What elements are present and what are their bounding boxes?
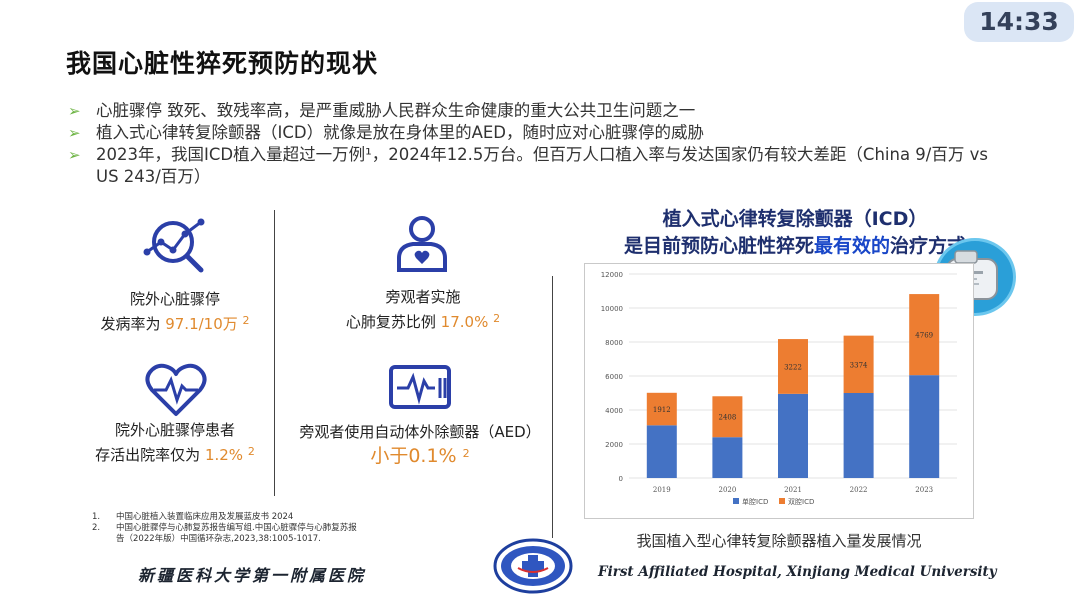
bar-dual-chamber (646, 392, 677, 426)
x-tick-label: 2019 (653, 486, 671, 494)
icd-bar-chart: 0 2000 4000 6000 8000 10000 12000 1912 2019 2408 2… (601, 271, 957, 506)
heart-pulse-icon (144, 362, 208, 422)
stat-bystander-cpr: 旁观者实施 心肺复苏比例 17.0% 2 (345, 288, 501, 331)
reference-item: 1. 中国心脏植入装置临床应用及发展蓝皮书 2024 (92, 512, 294, 522)
x-tick-label: 2023 (915, 486, 933, 494)
arrow-bullet-icon: ➢ (68, 146, 81, 164)
legend-label: 双腔ICD (788, 497, 814, 506)
clock-badge: 14:33 (964, 2, 1074, 42)
bullet-item: ➢ 植入式心律转复除颤器（ICD）就像是放在身体里的AED，随时应对心脏骤停的威… (68, 123, 705, 142)
bar-single-chamber (646, 425, 677, 478)
chart-caption: 我国植入型心律转复除颤器植入量发展情况 (636, 532, 922, 550)
hospital-name-cn: 新疆医科大学第一附属医院 (138, 566, 367, 585)
x-tick-label: 2020 (718, 486, 736, 494)
bar-dual-chamber (909, 294, 940, 376)
bar-single-chamber (843, 393, 874, 478)
y-tick-label: 8000 (605, 339, 623, 347)
y-tick-label: 10000 (601, 305, 623, 313)
bar-single-chamber (712, 437, 743, 478)
y-tick-label: 12000 (601, 271, 623, 279)
defibrillator-monitor-icon (388, 364, 452, 418)
bar-dual-chamber (778, 339, 808, 394)
person-heart-icon (391, 212, 453, 278)
stat-ohca-incidence: 院外心脏骤停 发病率为 97.1/10万 2 (100, 290, 250, 333)
y-tick-label: 2000 (605, 441, 623, 449)
slide-title: 我国心脏性猝死预防的现状 (66, 49, 379, 78)
legend-label: 单腔ICD (742, 497, 768, 506)
data-label: 3374 (850, 361, 868, 369)
chart-heading: 植入式心律转复除颤器（ICD） 是目前预防心脏性猝死最有效的治疗方式 (623, 208, 967, 257)
legend-swatch (779, 498, 785, 504)
bar-dual-chamber (712, 396, 743, 438)
data-label: 2408 (718, 414, 736, 422)
legend-swatch (733, 498, 739, 504)
hospital-name-en: First Affiliated Hospital, Xinjiang Medi… (598, 564, 997, 580)
bar-single-chamber (778, 393, 808, 478)
x-tick-label: 2021 (784, 486, 802, 494)
arrow-bullet-icon: ➢ (68, 124, 81, 142)
bar-dual-chamber (843, 335, 874, 393)
bar-single-chamber (909, 375, 940, 478)
arrow-bullet-icon: ➢ (68, 102, 81, 120)
x-tick-label: 2022 (850, 486, 868, 494)
y-tick-label: 0 (619, 475, 623, 483)
y-tick-label: 6000 (605, 373, 623, 381)
y-tick-label: 4000 (605, 407, 623, 415)
column-divider (274, 210, 275, 496)
icd-implant-chart: 0 2000 4000 6000 8000 10000 12000 1912 2019 2408 2… (584, 263, 974, 519)
bullet-list: ➢ 心脏骤停 致死、致残率高，是严重威胁人民群众生命健康的重大公共卫生问题之一 … (66, 100, 1006, 188)
data-label: 1912 (653, 406, 671, 414)
reference-item: 2. 中国心脏骤停与心肺复苏报告编写组.中国心脏骤停与心肺复苏报告（2022年版… (92, 523, 357, 544)
bullet-item: ➢ 2023年，我国ICD植入量超过一万例¹，2024年12.5万台。但百万人口… (68, 145, 988, 186)
data-label: 3222 (784, 363, 802, 371)
magnifier-line-chart-icon (143, 212, 209, 282)
hospital-logo-icon (492, 538, 574, 598)
reference-list: 1. 中国心脏植入装置临床应用及发展蓝皮书 2024 2. 中国心脏骤停与心肺复… (92, 512, 362, 545)
stat-bystander-aed: 旁观者使用自动体外除颤器（AED） 小于0.1% 2 (299, 423, 541, 467)
stat-survival-to-discharge: 院外心脏骤停患者 存活出院率仅为 1.2% 2 (95, 421, 255, 464)
data-label: 4769 (915, 332, 933, 340)
column-divider (552, 276, 553, 538)
bullet-item: ➢ 心脏骤停 致死、致残率高，是严重威胁人民群众生命健康的重大公共卫生问题之一 (68, 101, 696, 120)
